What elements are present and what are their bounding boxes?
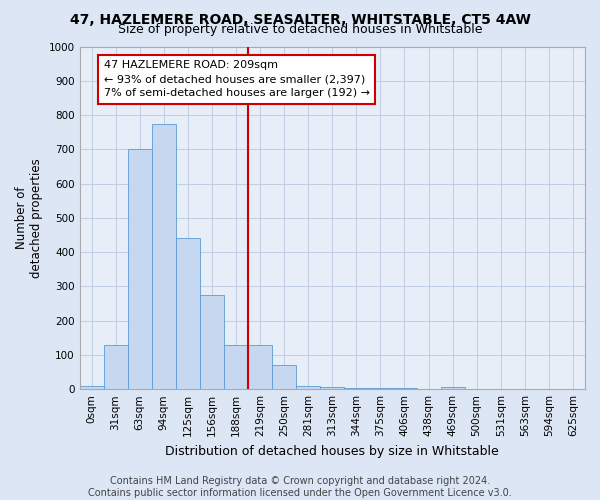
Bar: [440, 388, 464, 389]
Bar: [272, 365, 296, 389]
Text: 47, HAZLEMERE ROAD, SEASALTER, WHITSTABLE, CT5 4AW: 47, HAZLEMERE ROAD, SEASALTER, WHITSTABL…: [70, 12, 530, 26]
Bar: [248, 344, 272, 389]
Bar: [320, 388, 344, 389]
Bar: [104, 344, 128, 389]
Y-axis label: Number of
detached properties: Number of detached properties: [15, 158, 43, 278]
Text: 47 HAZLEMERE ROAD: 209sqm
← 93% of detached houses are smaller (2,397)
7% of sem: 47 HAZLEMERE ROAD: 209sqm ← 93% of detac…: [104, 60, 370, 98]
Bar: [344, 388, 368, 389]
Bar: [80, 386, 104, 389]
Bar: [152, 124, 176, 389]
Text: Size of property relative to detached houses in Whitstable: Size of property relative to detached ho…: [118, 22, 482, 36]
Bar: [368, 388, 392, 389]
Bar: [296, 386, 320, 389]
Bar: [128, 150, 152, 389]
X-axis label: Distribution of detached houses by size in Whitstable: Distribution of detached houses by size …: [166, 444, 499, 458]
Bar: [200, 295, 224, 389]
Bar: [392, 388, 416, 389]
Text: Contains HM Land Registry data © Crown copyright and database right 2024.
Contai: Contains HM Land Registry data © Crown c…: [88, 476, 512, 498]
Bar: [224, 344, 248, 389]
Bar: [176, 238, 200, 389]
